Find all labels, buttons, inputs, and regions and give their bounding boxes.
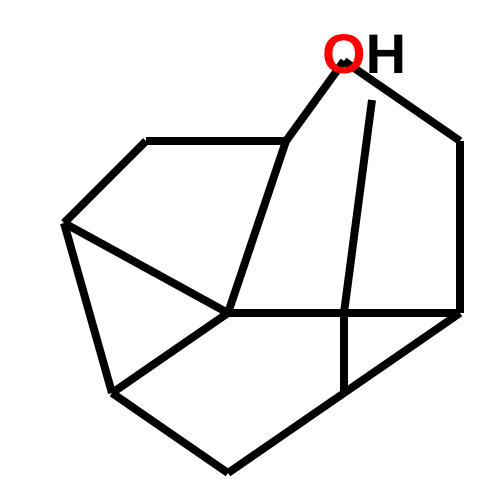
bond-line — [112, 393, 228, 473]
bond-lines — [64, 61, 460, 473]
hydroxyl-o-label: O — [322, 22, 366, 85]
bond-line — [228, 393, 344, 473]
bond-line — [344, 313, 460, 393]
molecule-diagram: O H — [0, 0, 500, 500]
hydroxyl-h-label: H — [366, 22, 406, 85]
bond-line — [112, 313, 228, 393]
bond-line — [64, 141, 146, 223]
bond-line — [228, 141, 286, 313]
bond-line — [344, 100, 372, 313]
